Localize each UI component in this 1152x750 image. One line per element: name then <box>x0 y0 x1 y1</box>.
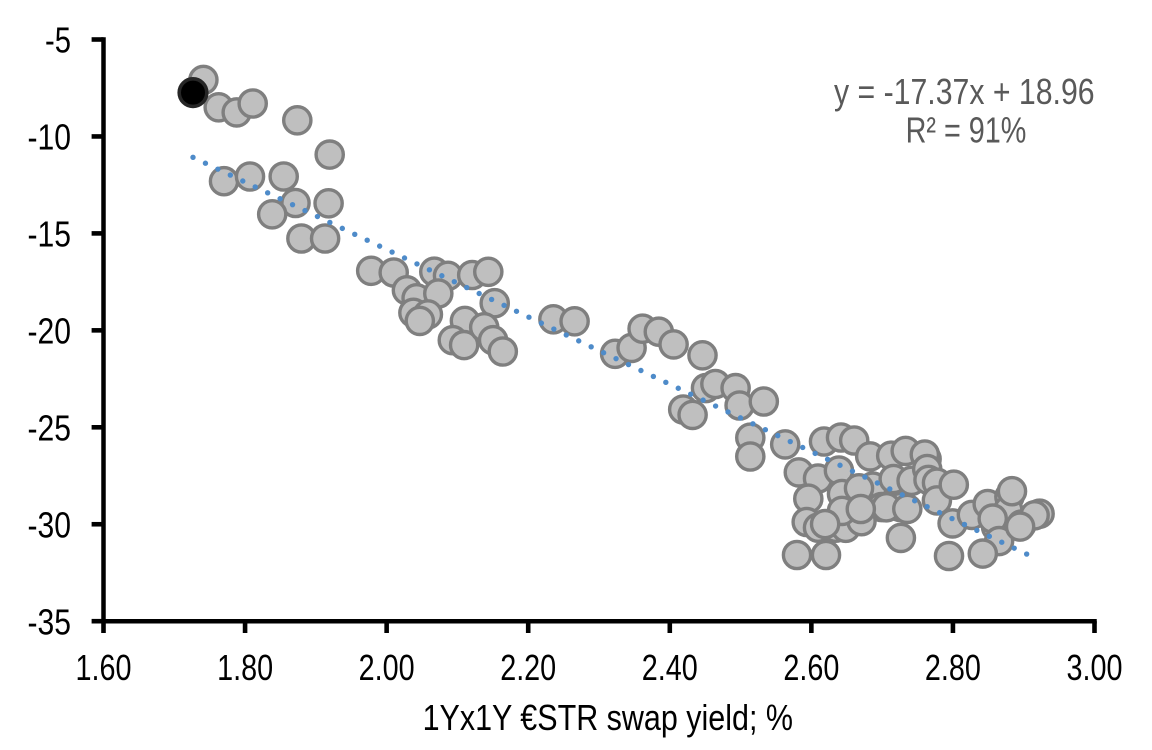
svg-text:2.60: 2.60 <box>783 647 839 688</box>
svg-text:-25: -25 <box>28 408 72 449</box>
svg-text:R² = 91%: R² = 91% <box>906 109 1027 150</box>
svg-text:-5: -5 <box>45 20 71 61</box>
svg-text:-20: -20 <box>28 311 72 352</box>
svg-text:-30: -30 <box>28 505 72 546</box>
svg-text:1.80: 1.80 <box>217 647 273 688</box>
svg-text:2.20: 2.20 <box>500 647 556 688</box>
svg-text:2.00: 2.00 <box>359 647 415 688</box>
svg-text:1Yx1Y €STR swap yield; %: 1Yx1Y €STR swap yield; % <box>423 697 793 738</box>
svg-text:-15: -15 <box>28 214 72 255</box>
svg-text:-10: -10 <box>28 117 72 158</box>
svg-text:-35: -35 <box>28 601 72 642</box>
svg-text:2.80: 2.80 <box>925 647 981 688</box>
svg-text:1.60: 1.60 <box>76 647 132 688</box>
svg-text:3.00: 3.00 <box>1067 647 1123 688</box>
svg-text:y = -17.37x + 18.96: y = -17.37x + 18.96 <box>834 71 1095 112</box>
svg-text:2.40: 2.40 <box>642 647 698 688</box>
